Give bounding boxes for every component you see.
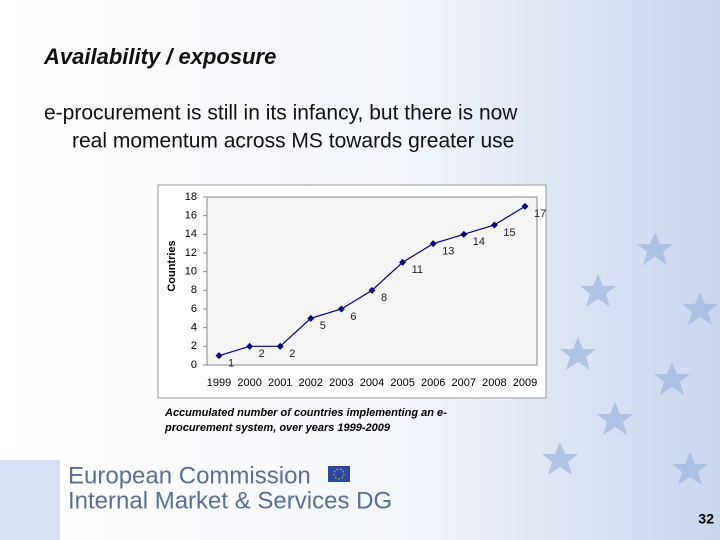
data-point — [460, 230, 468, 238]
data-label: 13 — [442, 246, 454, 258]
data-label: 14 — [473, 236, 485, 248]
x-tick-label: 2004 — [360, 377, 384, 389]
y-tick-label: 2 — [191, 340, 197, 352]
data-point — [307, 314, 315, 322]
x-tick-label: 2007 — [452, 377, 476, 389]
data-label: 8 — [381, 292, 387, 304]
data-point — [337, 305, 345, 313]
data-label: 15 — [503, 227, 515, 239]
y-tick-label: 6 — [191, 303, 197, 315]
data-label: 5 — [320, 320, 326, 332]
data-label: 11 — [412, 264, 423, 276]
y-tick-label: 8 — [191, 284, 197, 296]
data-point — [399, 258, 407, 266]
eu-flag — [328, 466, 350, 482]
slide-title: Availability / exposure — [43, 44, 276, 69]
x-tick-label: 2001 — [268, 377, 292, 389]
x-tick-label: 2000 — [237, 377, 261, 389]
x-tick-label: 2002 — [299, 377, 323, 389]
caption: procurement system, over years 1999-2009 — [164, 422, 391, 434]
x-tick-label: 2008 — [482, 377, 506, 389]
data-label: 1 — [228, 358, 234, 370]
data-point — [276, 342, 284, 350]
y-tick-label: 0 — [191, 359, 197, 371]
footer-pattern — [0, 460, 60, 540]
y-axis-label: Countries — [166, 240, 178, 291]
data-point — [368, 286, 376, 294]
y-tick-label: 18 — [185, 191, 197, 203]
data-point — [490, 221, 498, 229]
footer: European Commission Internal Market & Se… — [0, 460, 392, 540]
caption: Accumulated number of countries implemen… — [164, 407, 447, 419]
data-point — [246, 342, 254, 350]
y-tick-label: 14 — [185, 228, 197, 240]
x-tick-label: 2006 — [421, 377, 445, 389]
eu-flag-stars — [333, 468, 345, 480]
data-point — [521, 202, 529, 210]
page-number: 32 — [698, 511, 714, 527]
x-tick-label: 2009 — [513, 377, 537, 389]
y-tick-label: 16 — [185, 210, 197, 222]
data-label: 17 — [534, 208, 546, 220]
body-text: e-procurement is still in its infancy, b… — [44, 102, 518, 125]
y-tick-label: 12 — [185, 247, 197, 259]
plot-area — [206, 196, 538, 366]
y-tick-label: 4 — [191, 322, 197, 334]
data-label: 6 — [350, 311, 356, 323]
x-tick-label: 2003 — [329, 377, 353, 389]
data-point — [429, 240, 437, 248]
x-tick-label: 2005 — [390, 377, 414, 389]
y-tick-label: 10 — [185, 266, 197, 278]
x-tick-label: 1999 — [207, 377, 231, 389]
footer-text: Internal Market & Services DG — [68, 487, 392, 514]
data-label: 2 — [289, 348, 295, 360]
body-text: real momentum across MS towards greater … — [72, 130, 514, 153]
footer-text: European Commission — [68, 462, 311, 489]
data-point — [215, 352, 223, 360]
data-label: 2 — [259, 348, 265, 360]
